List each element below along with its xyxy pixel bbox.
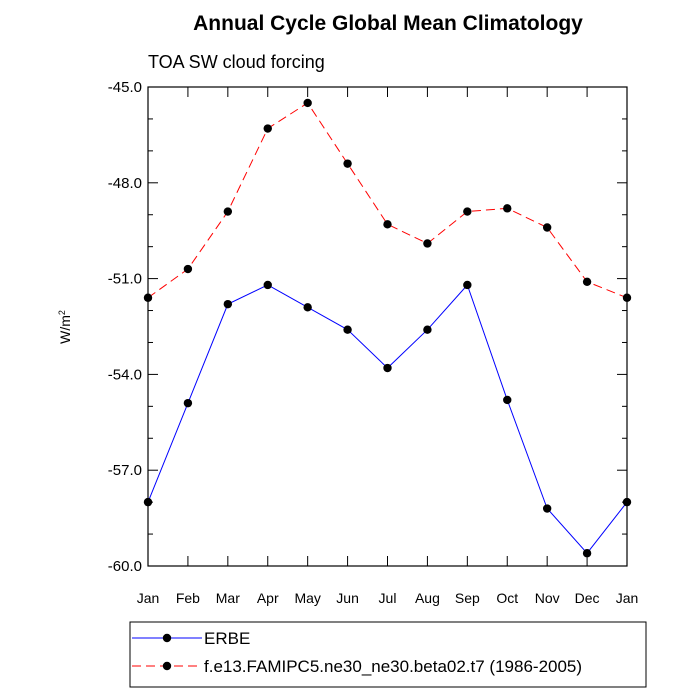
x-tick-label: May	[294, 590, 320, 606]
legend-label: f.e13.FAMIPC5.ne30_ne30.beta02.t7 (1986-…	[204, 657, 582, 676]
data-point	[503, 395, 512, 405]
y-axis-label-superscript: 2	[57, 310, 67, 315]
x-tick-label: Jan	[616, 590, 639, 606]
data-point	[343, 325, 352, 334]
data-point	[183, 264, 193, 274]
data-point	[223, 299, 233, 309]
series-line	[147, 102, 628, 299]
y-axis-label-text: W/m	[57, 315, 73, 344]
data-point	[582, 277, 592, 286]
legend-marker	[162, 633, 172, 643]
series-layer	[143, 98, 632, 558]
x-tick-label: Jan	[137, 590, 160, 606]
chart-subtitle: TOA SW cloud forcing	[148, 52, 325, 72]
chart-title: Annual Cycle Global Mean Climatology	[193, 12, 583, 35]
data-point	[183, 398, 193, 408]
y-tick-label: -48.0	[108, 175, 142, 192]
data-point	[503, 204, 512, 213]
data-point	[582, 549, 592, 558]
x-tick-label: Feb	[176, 590, 200, 606]
x-tick-label: Mar	[216, 590, 240, 606]
data-point	[542, 504, 552, 513]
data-point	[263, 280, 272, 290]
y-tick-label: -60.0	[108, 558, 142, 575]
x-tick-label: Jul	[379, 590, 397, 606]
data-point	[463, 207, 472, 216]
data-point	[622, 497, 632, 507]
legend-marker	[162, 661, 172, 671]
y-tick-label: -54.0	[108, 366, 142, 383]
y-tick-label: -45.0	[108, 79, 142, 96]
series-1	[143, 280, 632, 558]
data-point	[343, 159, 352, 168]
x-tick-label: Aug	[415, 590, 440, 606]
data-point	[263, 124, 272, 133]
data-point	[622, 293, 632, 302]
legend-label: ERBE	[204, 629, 250, 648]
data-point	[143, 497, 153, 507]
data-point	[303, 303, 312, 312]
legend: ERBE f.e13.FAMIPC5.ne30_ne30.beta02.t7 (1…	[129, 621, 647, 688]
series-line	[147, 284, 628, 555]
y-tick-label: -51.0	[108, 271, 142, 288]
data-point	[383, 363, 392, 373]
x-tick-label: Sep	[455, 590, 480, 606]
x-tick-label: Dec	[575, 590, 600, 606]
data-point	[303, 98, 312, 108]
series-2	[143, 98, 632, 302]
plot-axes: -60.0 -57.0 -54.0 -51.0 -48.0 -45.0 Jan Feb Mar A…	[108, 79, 638, 606]
y-axis-label: W/m2	[57, 310, 73, 344]
x-tick-label: Apr	[257, 590, 279, 606]
data-point	[542, 223, 552, 232]
y-tick-label: -57.0	[108, 462, 142, 479]
data-point	[463, 280, 472, 290]
data-point	[223, 207, 233, 216]
x-tick-label: Jun	[336, 590, 359, 606]
data-point	[423, 325, 432, 334]
data-point	[383, 220, 392, 229]
x-tick-label: Nov	[535, 590, 560, 606]
data-point	[423, 239, 432, 248]
plot-frame	[147, 86, 628, 567]
data-point	[143, 293, 153, 302]
legend-box	[129, 621, 647, 688]
x-tick-label: Oct	[496, 590, 518, 606]
